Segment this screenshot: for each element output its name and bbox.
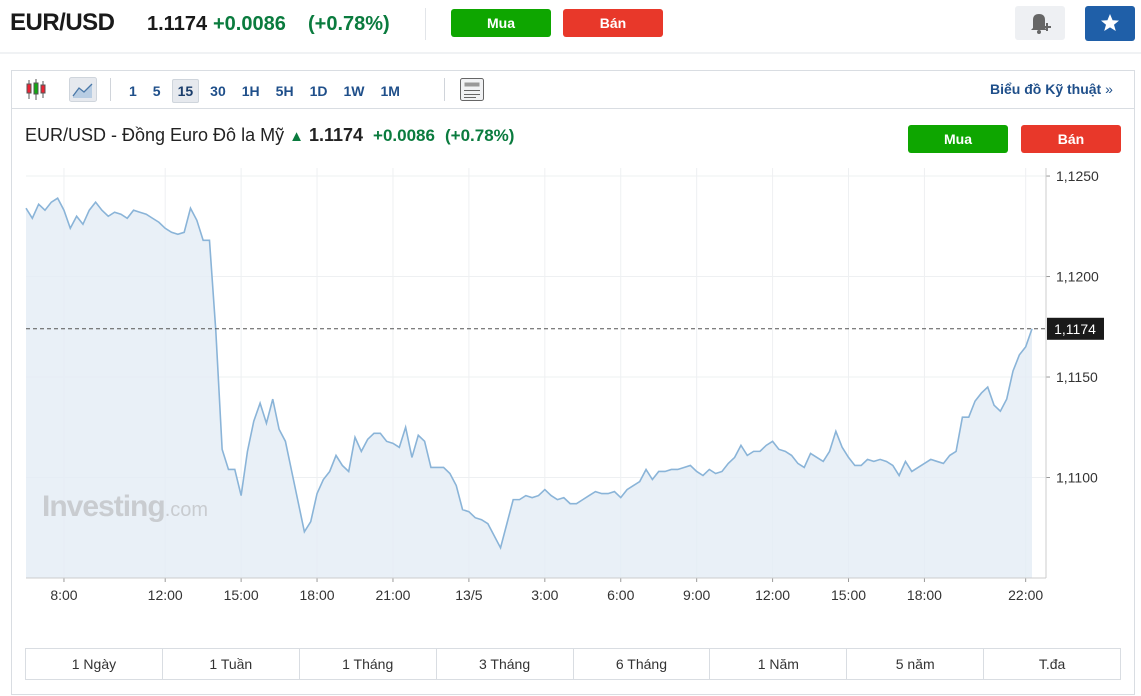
range-button[interactable]: 1 Tháng xyxy=(300,649,437,679)
interval-selector: 1 5 15 30 1H 5H 1D 1W 1M xyxy=(124,79,411,103)
x-tick-label: 21:00 xyxy=(375,587,410,603)
x-tick-label: 15:00 xyxy=(224,587,259,603)
watermark: Investing.com xyxy=(42,490,208,524)
price-line xyxy=(25,197,1033,551)
x-tick-label: 9:00 xyxy=(683,587,710,603)
x-tick-label: 18:00 xyxy=(300,587,335,603)
sell-button[interactable]: Bán xyxy=(563,9,663,37)
chart-change: +0.0086 xyxy=(373,126,435,145)
interval-button[interactable]: 5 xyxy=(152,83,161,99)
range-button[interactable]: 1 Năm xyxy=(710,649,848,679)
change-percent: (+0.78%) xyxy=(308,13,390,35)
chart-title: EUR/USD - Đồng Euro Đô la Mỹ xyxy=(25,125,285,145)
chart-change-percent: (+0.78%) xyxy=(445,126,515,145)
watchlist-button[interactable] xyxy=(1085,6,1135,41)
up-arrow: ▲ xyxy=(289,128,304,145)
x-tick-label: 12:00 xyxy=(755,587,790,603)
interval-button[interactable]: 1 xyxy=(129,83,137,99)
area-fill xyxy=(26,198,1032,578)
range-button[interactable]: 1 Tuần xyxy=(163,649,300,679)
x-tick-label: 15:00 xyxy=(831,587,866,603)
area-chart-icon[interactable] xyxy=(69,77,97,102)
chart-sell-button[interactable]: Bán xyxy=(1021,125,1121,153)
chart-price: 1.1174 xyxy=(308,125,364,145)
buy-button[interactable]: Mua xyxy=(451,9,551,37)
y-tick-label: 1,1100 xyxy=(1056,470,1098,486)
technical-chart-link[interactable]: Biểu đồ Kỹ thuật » xyxy=(990,81,1113,97)
interval-button[interactable]: 1W xyxy=(343,83,365,99)
x-tick-label: 8:00 xyxy=(50,587,77,603)
range-button[interactable]: 1 Ngày xyxy=(26,649,163,679)
y-tick-label: 1,1150 xyxy=(1056,369,1098,385)
x-tick-label: 6:00 xyxy=(607,587,634,603)
interval-button[interactable]: 1M xyxy=(380,83,400,99)
range-button[interactable]: 6 Tháng xyxy=(574,649,711,679)
x-tick-label: 22:00 xyxy=(1008,587,1043,603)
x-tick-label: 3:00 xyxy=(531,587,558,603)
interval-button[interactable]: 1H xyxy=(241,83,260,99)
x-tick-label: 12:00 xyxy=(148,587,183,603)
interval-button[interactable]: 30 xyxy=(210,83,226,99)
range-button[interactable]: 3 Tháng xyxy=(437,649,574,679)
x-tick-label: 18:00 xyxy=(907,587,942,603)
chart-title-row: EUR/USD - Đồng Euro Đô la Mỹ ▲ 1.1174 +0… xyxy=(25,125,514,146)
interval-button[interactable]: 15 xyxy=(171,79,200,103)
last-price-box xyxy=(1047,317,1104,340)
price: 1.1174 xyxy=(147,13,208,35)
interval-button[interactable]: 1D xyxy=(309,83,328,99)
range-selector: 1 Ngày 1 Tuần 1 Tháng 3 Tháng 6 Tháng 1 Năm 5 … xyxy=(25,648,1121,680)
chart-buy-button[interactable]: Mua xyxy=(908,125,1008,153)
symbol: EUR/USD xyxy=(10,9,115,36)
link-text[interactable]: Biểu đồ Kỹ thuật xyxy=(990,81,1102,97)
change: +0.0086 xyxy=(213,13,286,35)
y-tick-label: 1,1200 xyxy=(1056,269,1099,285)
watermark-brand: Investing xyxy=(42,490,166,523)
last-price-label: 1,1174 xyxy=(1054,321,1096,337)
interval-button[interactable]: 5H xyxy=(275,83,294,99)
link-arrow: » xyxy=(1105,81,1113,97)
candlestick-icon[interactable] xyxy=(26,79,46,100)
range-button[interactable]: 5 năm xyxy=(847,649,985,679)
range-button[interactable]: T.đa xyxy=(1038,656,1066,672)
chart-card xyxy=(11,70,1135,695)
y-tick-label: 1,1250 xyxy=(1056,168,1099,184)
chart-area: 1,1100 1,1150 1,1200 1,1250 8:00 12:00 15:00 18… xyxy=(25,168,1104,603)
watermark-suffix: .com xyxy=(164,499,209,521)
x-tick-label: 13/5 xyxy=(455,587,482,603)
news-icon[interactable] xyxy=(460,78,484,101)
alert-button[interactable] xyxy=(1015,6,1065,40)
divider xyxy=(425,8,426,40)
